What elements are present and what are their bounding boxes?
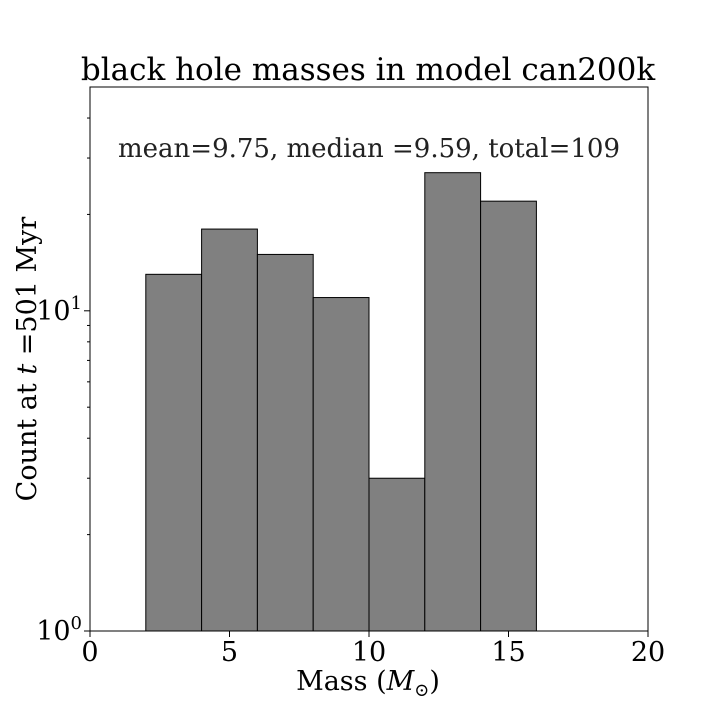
histogram-bar (312, 297, 370, 632)
y-axis-label: Count at t =501 Myr (12, 217, 43, 502)
histogram-bar (256, 253, 314, 632)
x-tick-label: 10 (352, 637, 386, 668)
histogram-bar (145, 273, 203, 632)
x-tick-label: 5 (221, 637, 238, 668)
x-tick-label: 15 (491, 637, 525, 668)
x-tick-label: 0 (81, 637, 98, 668)
x-tick-label: 20 (631, 637, 665, 668)
x-axis-label: Mass (M⊙) (296, 666, 440, 701)
chart-title: black hole masses in model can200k (81, 52, 656, 88)
y-tick-label: 101 (36, 293, 82, 327)
histogram-bar (424, 172, 482, 632)
stats-annotation: mean=9.75, median =9.59, total=109 (118, 134, 620, 164)
y-tick-label: 100 (36, 613, 82, 647)
histogram-bar (201, 228, 258, 632)
histogram-bar (480, 200, 537, 632)
histogram-bar (368, 477, 426, 632)
